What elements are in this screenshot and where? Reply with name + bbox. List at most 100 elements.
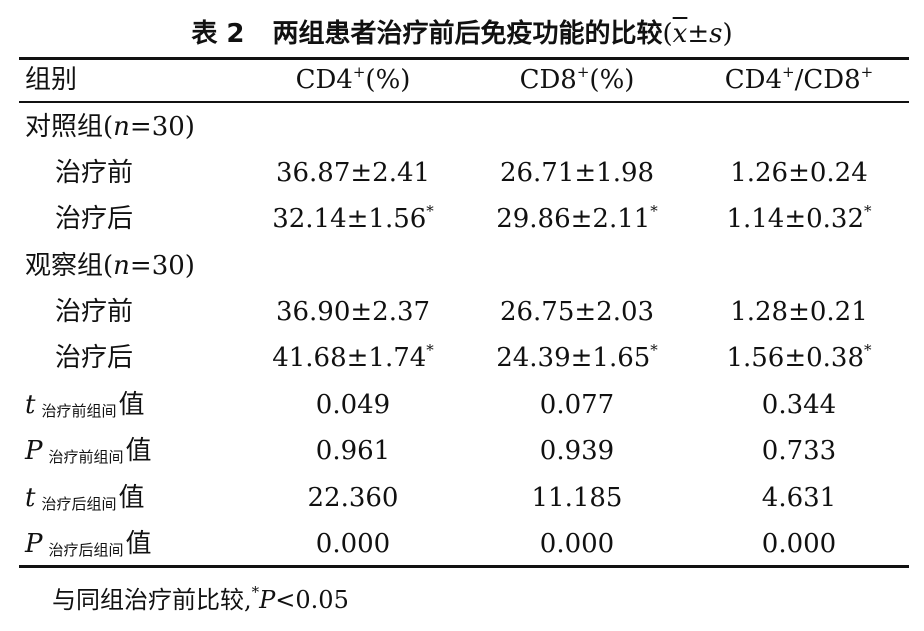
cell-ratio-value: 1.26±0.24: [730, 158, 868, 188]
stat-ratio: 0.344: [761, 390, 837, 420]
stat-symbol: t: [25, 390, 36, 420]
group-n-eq: =30: [129, 251, 185, 281]
cell-cd8: 29.86±2.11*: [447, 196, 707, 242]
header-cd4-text: CD4: [295, 65, 353, 95]
header-ratio-b-sup: +: [860, 63, 874, 81]
group-n-eq: =30: [129, 112, 185, 142]
stat-subscript: 治疗前组间: [48, 448, 124, 466]
cell-cd8-value: 29.86±2.11: [496, 204, 651, 234]
stat-cd8: 0.939: [539, 436, 615, 466]
group-n-var: n: [113, 112, 130, 142]
stat-label: t 治疗后组间值: [25, 475, 144, 521]
header-ratio-a: CD4: [724, 65, 783, 95]
table-footnote: 与同组治疗前比较,*P<0.05: [52, 580, 349, 620]
header-cd8-text: CD8: [519, 65, 577, 95]
group-n-close: ): [184, 251, 195, 281]
stat-suffix: 值: [118, 390, 145, 420]
cell-cd8-mark: *: [650, 202, 658, 220]
cell-cd4: 36.87±2.41: [223, 150, 483, 196]
stat-subscript: 治疗后组间: [48, 541, 124, 559]
stat-symbol: P: [25, 436, 43, 466]
group-name: 对照组: [25, 112, 104, 142]
cell-cd4-mark: *: [426, 341, 434, 359]
table-top-rule: [19, 57, 909, 60]
table-row: 治疗后 41.68±1.74* 24.39±1.65* 1.56±0.38*: [19, 335, 909, 381]
stat-ratio: 4.631: [761, 483, 837, 513]
row-label: 治疗后: [55, 343, 134, 373]
group-name: 观察组: [25, 251, 104, 281]
stat-plusminus: ±: [687, 19, 710, 49]
cell-cd8-value: 26.75±2.03: [499, 297, 655, 327]
cell-cd4-value: 36.90±2.37: [275, 297, 431, 327]
cell-ratio-mark: *: [864, 341, 872, 359]
table-row: 治疗前 36.87±2.41 26.71±1.98 1.26±0.24: [19, 150, 909, 196]
stat-subscript: 治疗后组间: [41, 495, 117, 513]
stat-sd-symbol: s: [709, 19, 723, 49]
cell-ratio-mark: *: [864, 202, 872, 220]
stat-row: P 治疗后组间值 0.000 0.000 0.000: [19, 521, 909, 567]
stat-ratio: 0.000: [761, 529, 837, 559]
stat-label: P 治疗后组间值: [25, 521, 152, 567]
stat-subscript: 治疗前组间: [41, 402, 117, 420]
footnote-text: 与同组治疗前比较,: [52, 586, 252, 614]
cell-ratio-value: 1.56±0.38: [726, 343, 865, 373]
stat-symbol: t: [25, 483, 36, 513]
stat-symbol: P: [25, 529, 43, 559]
table-row: 治疗后 32.14±1.56* 29.86±2.11* 1.14±0.32*: [19, 196, 909, 242]
stat-row: t 治疗后组间值 22.360 11.185 4.631: [19, 475, 909, 521]
stat-cd4: 0.000: [315, 529, 391, 559]
table-row: 治疗前 36.90±2.37 26.75±2.03 1.28±0.21: [19, 289, 909, 335]
header-group: 组别: [25, 65, 78, 95]
row-label: 治疗前: [55, 158, 134, 188]
cell-cd4: 41.68±1.74*: [223, 335, 483, 381]
stat-suffix: 值: [125, 436, 152, 466]
table-number: 表 2: [191, 19, 245, 49]
group-row-observation: 观察组(n=30): [19, 243, 909, 289]
group-label-control: 对照组(n=30): [25, 104, 195, 150]
footnote-p: P: [259, 586, 276, 614]
stat-cd4: 22.360: [307, 483, 399, 513]
stat-mean-symbol: x: [672, 19, 688, 49]
header-cd4-sup: +: [352, 63, 366, 81]
header-cd8-sup: +: [576, 63, 590, 81]
header-ratio: CD4+/CD8+: [669, 57, 924, 103]
table-header-row: 组别 CD4+(%) CD8+(%) CD4+/CD8+: [19, 57, 909, 103]
footnote-threshold: <0.05: [275, 586, 349, 614]
stat-cd8: 0.077: [539, 390, 615, 420]
stat-suffix: 值: [118, 483, 145, 513]
cell-cd4-value: 36.87±2.41: [275, 158, 431, 188]
group-n-close: ): [184, 112, 195, 142]
table-bottom-rule: [19, 565, 909, 568]
cell-cd8: 24.39±1.65*: [447, 335, 707, 381]
header-cd8-unit: (%): [589, 65, 635, 95]
stat-cd4: 0.961: [315, 436, 391, 466]
cell-cd8: 26.71±1.98: [447, 150, 707, 196]
stat-open-paren: (: [662, 19, 673, 49]
cell-ratio: 1.56±0.38*: [669, 335, 924, 381]
table-title: 表 2 两组患者治疗前后免疫功能的比较(x±s): [0, 14, 924, 54]
table-header-rule: [19, 101, 909, 103]
cell-cd4-value: 32.14±1.56: [272, 204, 427, 234]
table-caption: 两组患者治疗前后免疫功能的比较: [272, 19, 663, 49]
cell-ratio: 1.26±0.24: [669, 150, 924, 196]
group-n-open: (: [103, 251, 114, 281]
stat-row: t 治疗前组间值 0.049 0.077 0.344: [19, 382, 909, 428]
group-n-var: n: [113, 251, 130, 281]
header-ratio-mid: /CD8: [794, 65, 861, 95]
header-cd4: CD4+(%): [223, 57, 483, 103]
footnote-mark: *: [251, 583, 260, 601]
stat-cd8: 0.000: [539, 529, 615, 559]
cell-cd8: 26.75±2.03: [447, 289, 707, 335]
cell-cd4-mark: *: [426, 202, 434, 220]
row-label: 治疗前: [55, 297, 134, 327]
cell-ratio-value: 1.28±0.21: [730, 297, 868, 327]
group-row-control: 对照组(n=30): [19, 104, 909, 150]
header-cd4-unit: (%): [365, 65, 411, 95]
cell-cd4-value: 41.68±1.74: [272, 343, 427, 373]
stat-label: P 治疗前组间值: [25, 428, 152, 474]
stat-ratio: 0.733: [761, 436, 837, 466]
stat-cd4: 0.049: [315, 390, 391, 420]
stat-label: t 治疗前组间值: [25, 382, 144, 428]
cell-ratio-value: 1.14±0.32: [726, 204, 865, 234]
stat-notation: (x±s): [663, 19, 733, 49]
